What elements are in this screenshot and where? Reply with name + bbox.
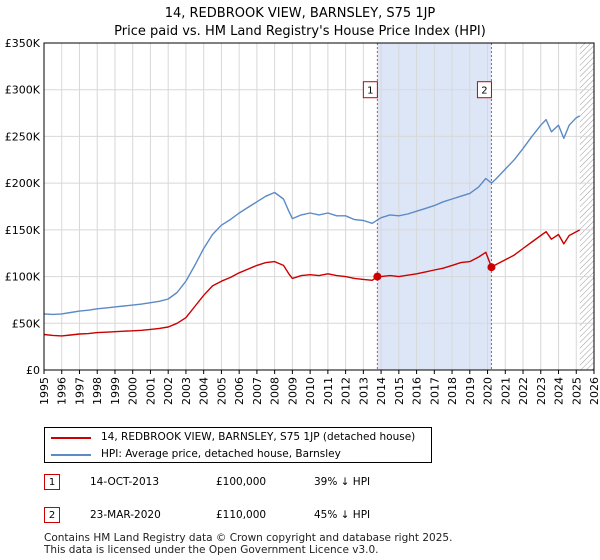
legend-swatch-red — [51, 437, 91, 439]
x-tick-label-10: 2005 — [215, 377, 228, 405]
y-tick-label-4: £200K — [5, 177, 41, 190]
x-tick-label-22: 2017 — [428, 377, 441, 405]
legend-label-property: 14, REDBROOK VIEW, BARNSLEY, S75 1JP (de… — [101, 431, 416, 443]
x-tick-label-19: 2014 — [375, 377, 388, 405]
series-line-hpi — [44, 115, 581, 316]
x-tick-label-16: 2011 — [322, 377, 335, 405]
x-tick-label-15: 2010 — [304, 377, 317, 405]
transaction-price-1: £100,000 — [216, 476, 267, 488]
x-tick-label-6: 2001 — [144, 377, 157, 405]
x-tick-label-18: 2013 — [357, 377, 370, 405]
transaction-price-2: £110,000 — [216, 509, 267, 521]
marker-badge-label-2: 2 — [481, 86, 487, 97]
y-tick-label-1: £50K — [12, 317, 41, 330]
x-tick-label-23: 2018 — [446, 377, 459, 405]
chart-title-line2: Price paid vs. HM Land Registry's House … — [114, 24, 486, 39]
marker-badge-label-1: 1 — [367, 86, 373, 97]
price-chart: £0 £50K £100K £150K £200K £250K £300K £350K 1995… — [5, 37, 600, 405]
x-tick-label-7: 2002 — [162, 377, 175, 405]
x-tick-label-14: 2009 — [286, 377, 299, 405]
x-tick-label-29: 2024 — [553, 377, 566, 405]
x-tick-label-13: 2008 — [269, 377, 282, 405]
x-tick-label-20: 2015 — [393, 377, 406, 405]
x-tick-label-0: 1995 — [38, 377, 51, 405]
x-tick-label-26: 2021 — [499, 377, 512, 405]
x-tick-label-17: 2012 — [340, 377, 353, 405]
forecast-hatch — [579, 43, 594, 370]
x-tick-label-12: 2007 — [251, 377, 264, 405]
sale-point-2 — [487, 263, 496, 272]
x-tick-label-9: 2004 — [198, 377, 211, 405]
legend-swatch-blue — [51, 454, 91, 456]
legend-label-hpi: HPI: Average price, detached house, Barn… — [101, 448, 341, 460]
x-tick-label-24: 2019 — [464, 377, 477, 405]
sale-point-1 — [373, 272, 382, 281]
transaction-hpi-2: 45% ↓ HPI — [314, 509, 371, 521]
marker-badge-2 — [476, 81, 492, 99]
transaction-badge-1: 1 — [44, 474, 60, 490]
y-tick-label-3: £150K — [5, 224, 41, 237]
y-tick-label-7: £350K — [5, 37, 41, 50]
x-tick-label-31: 2026 — [588, 377, 600, 405]
y-tick-label-2: £100K — [5, 271, 41, 284]
x-tick-label-11: 2006 — [233, 377, 246, 405]
transaction-badge-2: 2 — [44, 507, 60, 523]
x-tick-label-28: 2023 — [535, 377, 548, 405]
marker-badge-1 — [362, 81, 378, 99]
x-tick-label-1: 1996 — [56, 377, 69, 405]
x-tick-label-3: 1998 — [91, 377, 104, 405]
x-tick-label-4: 1999 — [109, 377, 122, 405]
plot-frame — [43, 42, 595, 371]
transaction-row-1: 1 14-OCT-2013 £100,000 39% ↓ HPI — [44, 474, 544, 494]
x-tick-label-25: 2020 — [482, 377, 495, 405]
transaction-date-1: 14-OCT-2013 — [90, 476, 159, 488]
y-tick-label-0: £0 — [26, 364, 40, 377]
transaction-hpi-1: 39% ↓ HPI — [314, 476, 371, 488]
x-tick-label-30: 2025 — [570, 377, 583, 405]
x-tick-label-5: 2000 — [127, 377, 140, 405]
chart-title-line1: 14, REDBROOK VIEW, BARNSLEY, S75 1JP — [164, 6, 436, 21]
x-tick-label-27: 2022 — [517, 377, 530, 405]
y-tick-label-5: £250K — [5, 130, 41, 143]
x-tick-label-2: 1997 — [73, 377, 86, 405]
footer-licence: This data is licensed under the Open Gov… — [44, 544, 379, 556]
transaction-row-2: 2 23-MAR-2020 £110,000 45% ↓ HPI — [44, 507, 544, 527]
transaction-date-2: 23-MAR-2020 — [90, 509, 161, 521]
chart-legend: 14, REDBROOK VIEW, BARNSLEY, S75 1JP (de… — [44, 427, 432, 463]
x-tick-label-8: 2003 — [180, 377, 193, 405]
y-tick-label-6: £300K — [5, 84, 41, 97]
series-line-property — [44, 229, 581, 337]
x-tick-label-21: 2016 — [411, 377, 424, 405]
footer-copyright: Contains HM Land Registry data © Crown c… — [44, 532, 453, 544]
